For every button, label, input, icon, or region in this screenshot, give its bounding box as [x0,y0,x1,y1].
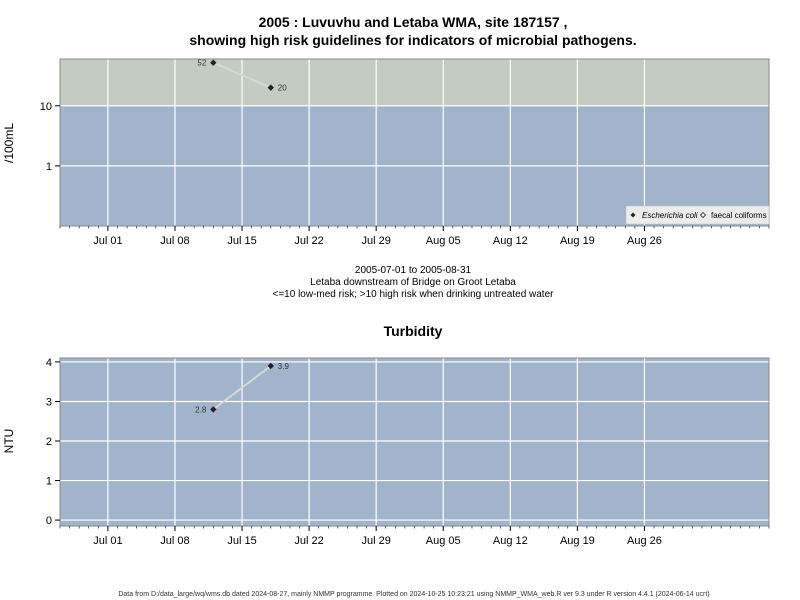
y-tick-label: 3 [46,396,52,408]
x-tick-label: Aug 26 [627,235,662,247]
x-tick-label: Jul 29 [361,535,390,547]
x-tick-label: Jul 15 [227,535,256,547]
data-point [210,59,217,66]
high-risk-band [60,59,769,106]
data-point [210,406,217,413]
data-label: 20 [278,84,287,93]
data-point [267,362,274,370]
chart-title-line2: showing high risk guidelines for indicat… [189,32,636,48]
x-tick-label: Jul 01 [93,235,122,247]
footer-note: Data from D:/data_large/wq/wms.db dated … [118,591,709,598]
x-tick-label: Aug 19 [560,535,595,547]
x-tick-label: Aug 05 [426,235,461,247]
x-tick-label: Aug 05 [426,535,461,547]
risk-guideline-note: <=10 low-med risk; >10 high risk when dr… [273,289,555,300]
microbial-plot: 1 10 Jul 01 Jul 08 Jul 15 Jul 22 Jul 29 Aug 05… [40,58,770,247]
y-tick-label: 2 [46,436,52,448]
x-tick-label: Jul 22 [294,235,323,247]
y-tick-label: 10 [40,101,52,113]
site-description-note: Letaba downstream of Bridge on Groot Let… [310,277,516,288]
x-tick-label: Aug 12 [493,235,528,247]
turbidity-plot: 0 1 2 3 4 Jul 01 Jul 08 Jul 15 Jul 22 Jul 29 Aug … [46,357,770,547]
turbidity-x-axis: Jul 01 Jul 08 Jul 15 Jul 22 Jul 29 Aug 05 Aug … [59,526,770,547]
x-tick-label: Aug 19 [560,235,595,247]
data-label: 2.8 [195,405,207,414]
turbidity-title: Turbidity [384,323,443,339]
chart-title-line1: 2005 : Luvuvhu and Letaba WMA, site 1871… [259,14,568,30]
microbial-y-label: /100mL [2,123,16,163]
data-label: 3.9 [278,362,290,371]
x-tick-label: Jul 29 [361,235,390,247]
x-tick-label: Jul 08 [160,535,189,547]
x-tick-label: Jul 15 [227,235,256,247]
x-tick-label: Jul 22 [294,535,323,547]
ecoli-series: 52 20 [197,59,287,93]
y-tick-label: 1 [46,161,52,173]
date-range-note: 2005-07-01 to 2005-08-31 [355,265,472,276]
legend-marker-ecoli [630,212,636,218]
legend-label-faecal: faecal coliforms [711,211,767,220]
turbidity-series: 2.8 3.9 [195,362,289,414]
microbial-x-axis: Jul 01 Jul 08 Jul 15 Jul 22 Jul 29 Aug 05 Aug … [59,226,770,247]
data-point [267,84,274,91]
turbidity-y-axis: 0 1 2 3 4 [46,357,60,527]
x-tick-label: Aug 12 [493,535,528,547]
turbidity-background [60,358,769,526]
x-tick-label: Jul 01 [93,535,122,547]
series-line [212,365,272,411]
y-tick-label: 0 [46,515,52,527]
legend: Escherichia coli faecal coliforms [625,205,770,225]
x-tick-label: Jul 08 [160,235,189,247]
microbial-y-axis: 1 10 [40,101,60,173]
microbial-grid [60,59,769,226]
legend-marker-faecal [699,211,707,219]
x-tick-label: Aug 26 [627,535,662,547]
y-tick-label: 1 [46,476,52,488]
y-tick-label: 4 [46,357,52,369]
turbidity-grid [60,358,769,526]
legend-box [625,205,770,225]
legend-label-ecoli: Escherichia coli [642,211,698,220]
data-label: 52 [197,59,206,68]
series-line [212,61,272,89]
turbidity-y-label: NTU [2,429,16,454]
